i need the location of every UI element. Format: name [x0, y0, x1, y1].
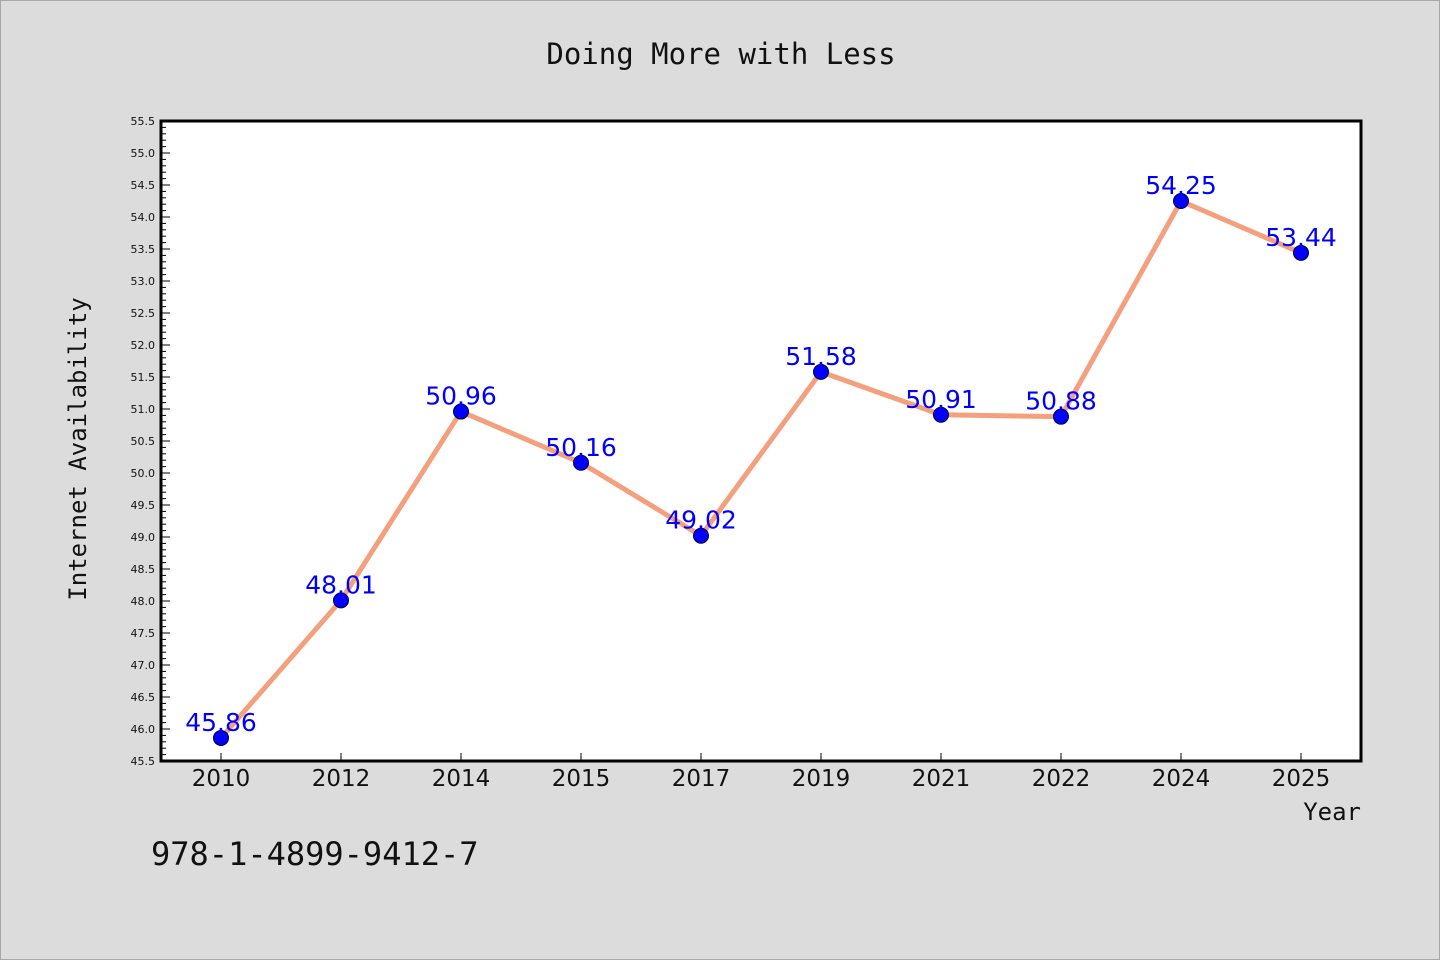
- x-tick-label: 2012: [312, 766, 371, 792]
- data-label: 48.01: [305, 570, 377, 599]
- plot-area: [159, 119, 1363, 763]
- y-tick-label: 49.0: [131, 531, 156, 544]
- data-point: [813, 363, 829, 380]
- y-tick-label: 48.0: [131, 595, 156, 608]
- data-point: [573, 454, 589, 471]
- series-layer: [213, 193, 1309, 746]
- y-tick-label: 45.5: [131, 755, 156, 768]
- x-tick-label: 2024: [1152, 766, 1211, 792]
- y-tick-label: 51.5: [131, 371, 156, 384]
- y-tick-label: 46.0: [131, 723, 156, 736]
- y-tick-label: 47.0: [131, 659, 156, 672]
- x-tick-label: 2010: [192, 766, 251, 792]
- chart-title: Doing More with Less: [546, 37, 895, 71]
- y-tick-label: 49.5: [131, 499, 156, 512]
- x-tick-label: 2017: [672, 766, 731, 792]
- x-tick-label: 2022: [1032, 766, 1091, 792]
- y-axis: 45.5 46.0 46.5 47.0 47.5 48.0 48.5 49.0 49.5 50.0…: [131, 115, 170, 768]
- y-axis-title: Internet Availability: [64, 297, 92, 600]
- data-point: [693, 527, 709, 544]
- y-tick-label: 50.5: [131, 435, 156, 448]
- data-label: 50.96: [425, 382, 497, 411]
- y-tick-label: 46.5: [131, 691, 156, 704]
- y-tick-label: 55.0: [131, 147, 156, 160]
- data-point: [213, 729, 229, 746]
- data-point: [1173, 193, 1189, 209]
- series-line: [218, 198, 1304, 741]
- y-tick-label: 54.5: [131, 179, 156, 192]
- isbn-text: 978-1-4899-9412-7: [151, 835, 479, 873]
- y-tick-label: 52.0: [131, 339, 156, 352]
- data-label: 53.44: [1265, 223, 1337, 252]
- y-tick-label: 55.5: [131, 115, 156, 128]
- data-label: 54.25: [1145, 171, 1217, 200]
- y-tick-label: 53.5: [131, 243, 156, 256]
- data-point: [933, 406, 949, 423]
- data-label-layer: 45.86 48.01 50.96 50.16 49.02 51.58 50.91 50.88…: [185, 171, 1337, 737]
- data-point: [1053, 408, 1069, 425]
- data-label: 50.16: [545, 433, 617, 462]
- x-tick-label: 2015: [552, 766, 611, 792]
- data-label: 49.02: [665, 506, 737, 535]
- x-tick-label: 2019: [792, 766, 851, 792]
- x-tick-label: 2025: [1272, 766, 1331, 792]
- y-tick-label: 53.0: [131, 275, 156, 288]
- y-tick-label: 52.5: [131, 307, 156, 320]
- x-tick-label: 2021: [912, 766, 971, 792]
- data-point: [333, 592, 349, 609]
- x-axis: 2010 2012 2014 2015 2017 2019 2021 2022 2024 2025: [192, 753, 1331, 792]
- y-tick-label: 54.0: [131, 211, 156, 224]
- data-label: 50.91: [905, 385, 977, 414]
- y-tick-label: 51.0: [131, 403, 156, 416]
- x-axis-title: Year: [1303, 798, 1361, 826]
- data-label: 50.88: [1025, 387, 1097, 416]
- data-point: [453, 403, 469, 420]
- data-label: 51.58: [785, 342, 857, 371]
- y-tick-label: 48.5: [131, 563, 156, 576]
- y-tick-label: 47.5: [131, 627, 156, 640]
- data-label: 45.86: [185, 708, 257, 737]
- x-tick-label: 2014: [432, 766, 491, 792]
- data-point: [1293, 244, 1309, 261]
- y-tick-label: 50.0: [131, 467, 156, 480]
